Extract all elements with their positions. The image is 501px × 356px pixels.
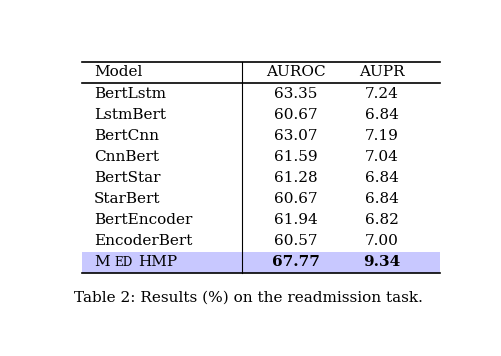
Text: 9.34: 9.34 [362, 255, 400, 269]
Text: 7.00: 7.00 [364, 234, 398, 248]
Text: 6.84: 6.84 [364, 108, 398, 122]
Text: 7.24: 7.24 [364, 87, 398, 100]
Text: LstmBert: LstmBert [94, 108, 165, 122]
Text: CnnBert: CnnBert [94, 150, 158, 164]
Text: BertCnn: BertCnn [94, 129, 158, 143]
Text: 7.04: 7.04 [364, 150, 398, 164]
Text: BertLstm: BertLstm [94, 87, 165, 100]
Text: 63.35: 63.35 [274, 87, 317, 100]
Text: 6.84: 6.84 [364, 171, 398, 185]
Text: 61.59: 61.59 [274, 150, 317, 164]
Text: 60.57: 60.57 [274, 234, 317, 248]
Text: AUROC: AUROC [266, 66, 325, 79]
Text: 63.07: 63.07 [274, 129, 317, 143]
Text: 67.77: 67.77 [272, 255, 320, 269]
Text: BertEncoder: BertEncoder [94, 213, 192, 227]
Text: Model: Model [94, 66, 142, 79]
Text: 61.94: 61.94 [274, 213, 318, 227]
Text: ED: ED [114, 256, 132, 269]
Text: HMP: HMP [138, 255, 177, 269]
Text: 7.19: 7.19 [364, 129, 398, 143]
Text: 60.67: 60.67 [274, 108, 317, 122]
Text: EncoderBert: EncoderBert [94, 234, 192, 248]
Text: StarBert: StarBert [94, 192, 160, 206]
Text: 61.28: 61.28 [274, 171, 317, 185]
Text: 60.67: 60.67 [274, 192, 317, 206]
Text: Table 2: Results (%) on the readmission task.: Table 2: Results (%) on the readmission … [74, 290, 422, 305]
Text: 6.82: 6.82 [364, 213, 398, 227]
FancyBboxPatch shape [82, 252, 439, 273]
Text: AUPR: AUPR [358, 66, 404, 79]
Text: 6.84: 6.84 [364, 192, 398, 206]
Text: M: M [94, 255, 109, 269]
Text: BertStar: BertStar [94, 171, 160, 185]
